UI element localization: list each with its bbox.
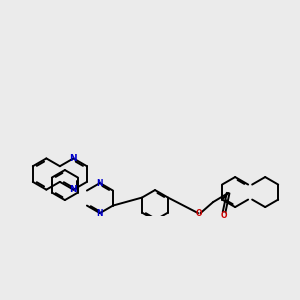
Text: O: O	[196, 208, 202, 217]
Text: N: N	[97, 178, 103, 188]
Text: N: N	[97, 208, 103, 217]
Text: N: N	[70, 185, 77, 194]
Text: N: N	[70, 154, 77, 163]
Text: O: O	[221, 211, 227, 220]
